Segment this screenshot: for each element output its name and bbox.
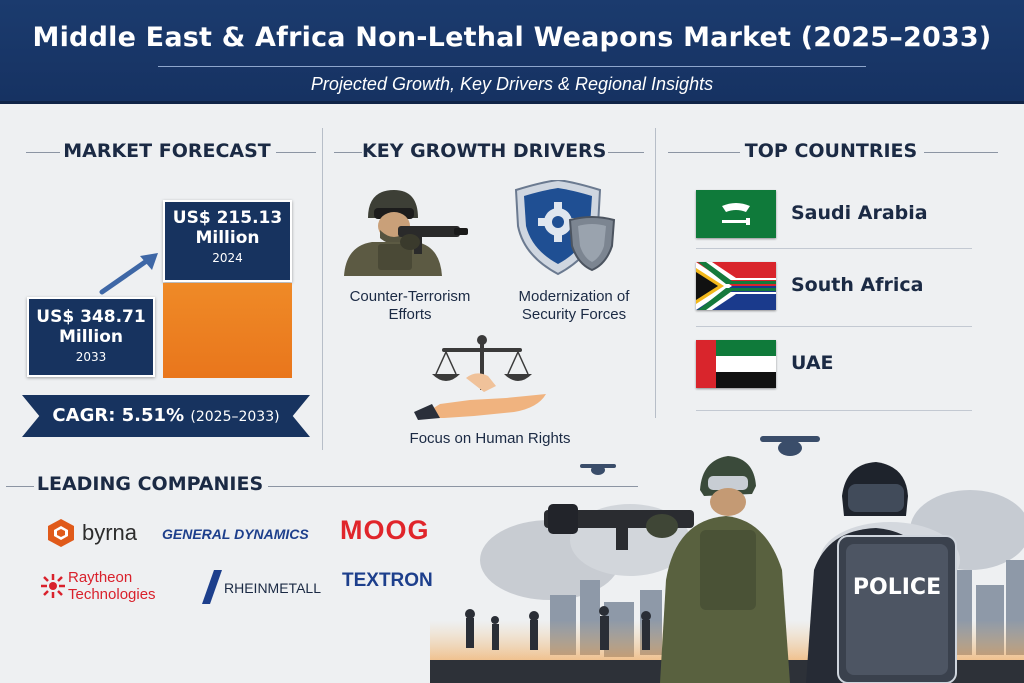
market-forecast-title: MARKET FORECAST bbox=[63, 140, 271, 162]
country-row-uae: UAE bbox=[696, 334, 972, 396]
forecast-bar-2024 bbox=[163, 283, 292, 378]
growth-drivers-title: KEY GROWTH DRIVERS bbox=[362, 140, 607, 162]
police-shield-text: POLICE bbox=[853, 575, 941, 600]
country-name: Saudi Arabia bbox=[791, 202, 928, 224]
country-divider bbox=[696, 326, 972, 327]
scales-icon bbox=[414, 335, 546, 420]
country-divider bbox=[696, 248, 972, 249]
saudi-arabia-flag-icon bbox=[696, 190, 776, 238]
section-rule bbox=[924, 152, 998, 153]
driver-label-modernization: Modernization of Security Forces bbox=[518, 288, 630, 323]
section-rule bbox=[334, 152, 362, 153]
country-name: South Africa bbox=[791, 274, 924, 296]
title-divider bbox=[158, 66, 866, 67]
uae-flag-icon bbox=[696, 340, 776, 388]
company-textron: TEXTRON bbox=[342, 570, 433, 591]
cagr-value: CAGR: 5.51% bbox=[52, 405, 185, 426]
section-rule bbox=[26, 152, 60, 153]
forecast-box-2024: US$ 215.13 Million 2024 bbox=[163, 200, 292, 282]
page-subtitle: Projected Growth, Key Drivers & Regional… bbox=[310, 74, 714, 94]
leading-companies-title: LEADING COMPANIES bbox=[36, 473, 264, 495]
company-raytheon-technologies: Raytheon Technologies bbox=[40, 569, 180, 605]
cagr-ribbon: CAGR: 5.51% (2025–2033) bbox=[22, 395, 310, 437]
soldier-icon bbox=[344, 190, 468, 276]
section-rule bbox=[6, 486, 34, 487]
south-africa-flag-icon bbox=[696, 262, 776, 310]
section-rule bbox=[668, 152, 740, 153]
forecast-2024-year: 2024 bbox=[212, 251, 243, 265]
column-divider-right bbox=[655, 128, 656, 418]
raytheon-logo-icon bbox=[41, 574, 65, 598]
section-rule bbox=[608, 152, 644, 153]
forecast-2024-amount: US$ 215.13 bbox=[172, 208, 283, 228]
forecast-2033-unit: Million bbox=[58, 327, 123, 347]
shield-icon bbox=[514, 180, 616, 276]
section-rule bbox=[276, 152, 316, 153]
driver-label-counter-terrorism: Counter-Terrorism Efforts bbox=[349, 288, 471, 323]
header-banner: Middle East & Africa Non-Lethal Weapons … bbox=[0, 0, 1024, 104]
top-countries-title: TOP COUNTRIES bbox=[744, 140, 918, 162]
company-moog: MOOG bbox=[340, 515, 430, 545]
forecast-2033-year: 2033 bbox=[75, 350, 107, 364]
country-divider bbox=[696, 410, 972, 411]
country-row-saudi-arabia: Saudi Arabia bbox=[696, 184, 972, 246]
forecast-2033-amount: US$ 348.71 bbox=[36, 307, 146, 327]
forecast-2024-unit: Million bbox=[195, 228, 260, 248]
company-general-dynamics: GENERAL DYNAMICS bbox=[162, 526, 309, 542]
rheinmetall-logo-icon bbox=[202, 570, 222, 604]
cagr-range: (2025–2033) bbox=[190, 409, 280, 425]
country-name: UAE bbox=[791, 352, 834, 374]
section-rule bbox=[268, 486, 638, 487]
forecast-box-2033: US$ 348.71 Million 2033 bbox=[27, 297, 155, 377]
byrna-logo-icon bbox=[48, 519, 74, 547]
country-row-south-africa: South Africa bbox=[696, 256, 972, 318]
growth-arrow-icon bbox=[99, 253, 158, 295]
page-title: Middle East & Africa Non-Lethal Weapons … bbox=[32, 22, 992, 53]
column-divider-left bbox=[322, 128, 323, 450]
driver-label-human-rights: Focus on Human Rights bbox=[409, 430, 571, 447]
security-forces-illustration: POLICE bbox=[430, 436, 1024, 683]
